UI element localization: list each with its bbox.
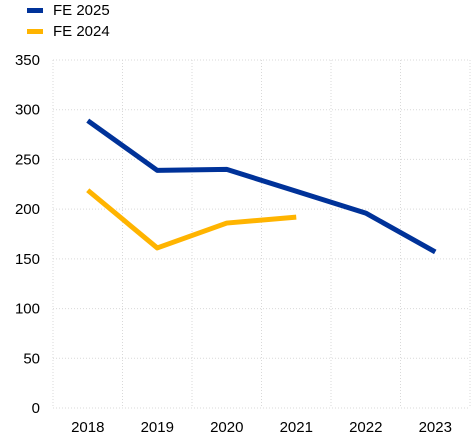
- x-axis-tick-labels: 2018 2019 2020 2021 2022 2023: [71, 419, 452, 436]
- legend-label: FE 2024: [53, 23, 110, 40]
- legend-swatch: [27, 29, 43, 34]
- x-tick-label: 2019: [141, 419, 174, 436]
- y-tick-label: 250: [15, 151, 40, 168]
- legend: FE 2025 FE 2024: [27, 2, 110, 40]
- series-lines: [86, 118, 437, 255]
- y-tick-label: 50: [23, 350, 40, 367]
- y-tick-label: 0: [32, 400, 40, 417]
- series-line-fe-2024: [86, 188, 297, 251]
- y-axis-tick-labels: 0 50 100 150 200 250 300 350: [15, 52, 40, 417]
- y-tick-label: 100: [15, 301, 40, 318]
- legend-label: FE 2025: [53, 2, 110, 19]
- x-tick-label: 2023: [419, 419, 452, 436]
- y-tick-label: 200: [15, 201, 40, 218]
- y-tick-label: 350: [15, 52, 40, 69]
- x-tick-label: 2022: [349, 419, 382, 436]
- y-tick-label: 300: [15, 102, 40, 119]
- legend-swatch: [27, 8, 43, 13]
- y-tick-label: 150: [15, 251, 40, 268]
- x-tick-label: 2020: [210, 419, 243, 436]
- x-tick-label: 2018: [71, 419, 104, 436]
- x-tick-label: 2021: [280, 419, 313, 436]
- series-line-fe-2025: [86, 118, 437, 255]
